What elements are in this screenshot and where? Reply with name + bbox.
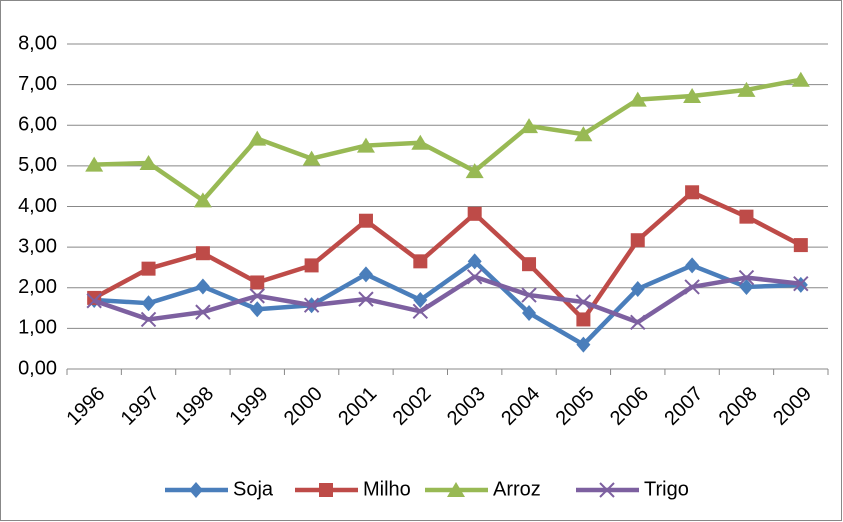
data-point — [574, 126, 593, 142]
data-point — [630, 280, 645, 297]
data-point — [250, 301, 265, 318]
legend-label: Milho — [363, 478, 411, 500]
data-point — [791, 71, 810, 87]
data-point — [141, 261, 156, 276]
data-point — [358, 291, 374, 307]
data-point — [684, 279, 700, 295]
data-point — [793, 238, 808, 253]
data-point — [576, 312, 591, 327]
data-point — [412, 303, 429, 320]
legend-marker — [189, 482, 203, 498]
data-point — [413, 254, 428, 269]
data-point — [139, 155, 158, 171]
data-point — [248, 130, 267, 146]
legend-label: Arroz — [493, 478, 541, 500]
y-tick-label: 1,00 — [18, 317, 57, 339]
data-point — [195, 246, 210, 261]
data-point — [793, 275, 809, 292]
data-point — [356, 137, 375, 153]
data-point — [630, 314, 646, 330]
legend-label: Soja — [233, 478, 274, 500]
series-line — [94, 77, 802, 203]
y-tick-label: 7,00 — [18, 73, 57, 95]
data-point — [521, 287, 537, 303]
data-point — [739, 278, 754, 295]
data-point — [739, 209, 754, 224]
data-point — [304, 258, 319, 273]
data-point — [685, 257, 700, 274]
data-point — [683, 88, 702, 103]
y-tick-label: 6,00 — [18, 114, 57, 136]
data-point — [358, 213, 373, 228]
data-point — [86, 293, 102, 309]
data-point — [141, 295, 156, 312]
legend-label: Trigo — [644, 478, 689, 500]
legend-marker — [447, 482, 465, 497]
data-point — [413, 291, 428, 308]
data-point — [467, 206, 482, 221]
y-tick-label: 8,00 — [18, 32, 57, 54]
data-point — [250, 275, 265, 290]
series-line — [93, 274, 802, 325]
data-point — [522, 257, 537, 272]
data-point — [576, 336, 591, 353]
data-point — [411, 134, 430, 150]
y-tick-label: 2,00 — [18, 276, 57, 298]
data-point — [628, 91, 647, 107]
y-tick-label: 3,00 — [18, 235, 57, 257]
data-point — [685, 185, 700, 200]
legend-marker — [319, 483, 333, 497]
data-point — [140, 311, 157, 328]
data-point — [630, 233, 645, 248]
data-point — [195, 278, 210, 295]
data-point — [520, 118, 539, 134]
data-point — [738, 269, 755, 286]
legend-marker — [599, 482, 615, 498]
y-tick-label: 0,00 — [18, 357, 57, 379]
data-point — [193, 192, 212, 208]
data-point — [195, 304, 211, 320]
data-point — [302, 150, 321, 166]
y-tick-label: 5,00 — [18, 154, 57, 176]
data-point — [358, 266, 373, 283]
data-point — [737, 81, 756, 97]
y-tick-label: 4,00 — [18, 195, 57, 217]
data-point — [522, 304, 537, 321]
series-line — [94, 259, 801, 347]
data-point — [85, 156, 104, 172]
data-point — [467, 253, 482, 270]
data-point — [249, 288, 265, 304]
data-point — [575, 294, 592, 310]
data-point — [303, 297, 320, 313]
data-point — [465, 163, 484, 179]
data-point — [466, 269, 483, 285]
series-line — [93, 190, 802, 322]
